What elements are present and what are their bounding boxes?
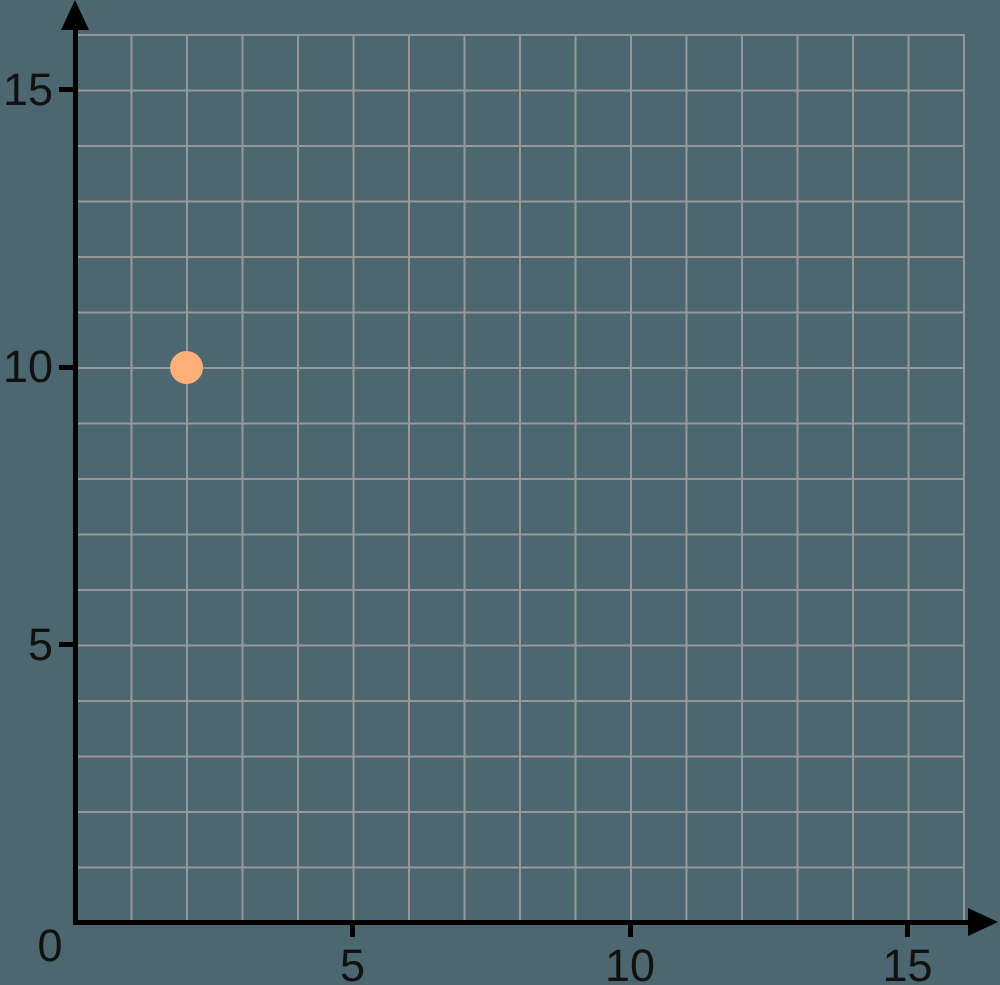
x-tick-label: 10 (604, 940, 656, 985)
x-tick-mark (627, 922, 633, 937)
origin-label: 0 (37, 920, 63, 971)
grid-lines[interactable] (75, 34, 965, 924)
x-tick-mark (905, 922, 910, 937)
x-tick-label: 5 (339, 940, 366, 985)
x-axis-arrow-icon (968, 908, 998, 936)
y-tick-mark (59, 642, 75, 647)
y-axis-arrow-icon (61, 0, 89, 30)
data-point[interactable] (169, 350, 203, 384)
y-tick-mark (59, 87, 75, 92)
x-tick-label: 15 (882, 940, 933, 985)
x-tick-mark (350, 922, 355, 937)
y-tick-label: 15 (2, 63, 53, 115)
y-tick-label: 5 (27, 618, 53, 670)
y-tick-label: 10 (2, 341, 53, 392)
x-axis-line (72, 919, 970, 925)
y-tick-mark (59, 364, 75, 370)
y-axis-line (72, 16, 78, 925)
